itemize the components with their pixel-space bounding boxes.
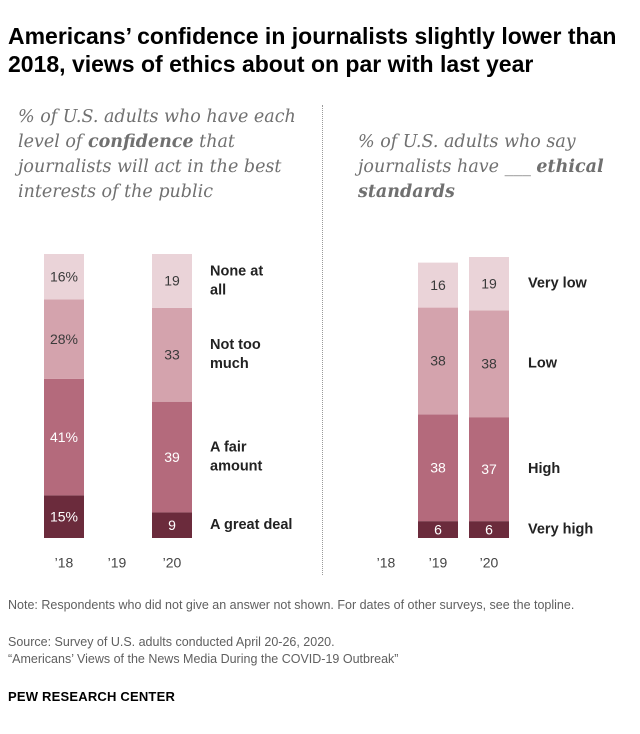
ethics-x-tick-label: ’20 [480, 555, 499, 571]
ethics-x-tick-label: ’19 [429, 555, 448, 571]
confidence-legend-label: None at [210, 263, 263, 279]
ethics-legend-label: Very low [528, 276, 588, 292]
left-subtitle-emphasis: confidence [87, 132, 194, 152]
ethics-bar-19-very-high [418, 521, 458, 538]
report-title: “Americans’ Views of the News Media Duri… [8, 652, 399, 666]
chart-source: Source: Survey of U.S. adults conducted … [8, 635, 335, 649]
confidence-data-label: 33 [164, 347, 180, 363]
confidence-data-label: 39 [164, 449, 180, 465]
confidence-data-label: 9 [168, 517, 176, 533]
confidence-data-label: 41% [50, 429, 78, 445]
ethics-data-label: 16 [430, 277, 446, 293]
confidence-legend-label: A fair [210, 439, 247, 455]
confidence-legend-label: amount [210, 458, 263, 474]
chart-note: Note: Respondents who did not give an an… [8, 598, 575, 612]
ethics-legend-label: Very high [528, 521, 593, 537]
confidence-legend-label: Not too [210, 337, 261, 353]
confidence-bar-18-not-too-much [44, 299, 84, 379]
ethics-x-tick-label: ’18 [377, 555, 396, 571]
ethics-data-label: 38 [430, 459, 446, 475]
ethics-data-label: 19 [481, 275, 497, 291]
chart-title: Americans’ confidence in journalists sli… [8, 23, 617, 77]
right-subtitle-part-1: % of U.S. adults who say journalists hav… [358, 132, 576, 177]
confidence-x-tick-label: ’19 [108, 555, 127, 571]
ethics-bar-20-very-low [469, 257, 509, 311]
charts-canvas: 15% 41% 28% 16% 9 39 33 19 ’18 ’19 ’20 A great deal… [44, 254, 593, 571]
right-subtitle-emphasis: ethical standards [358, 157, 604, 202]
ethics-data-label: 37 [481, 461, 497, 477]
confidence-data-label: 28% [50, 331, 78, 347]
ethics-data-label: 38 [481, 355, 497, 371]
confidence-bar-18-a-great-deal [44, 495, 84, 538]
confidence-bar-20-a-great-deal [152, 512, 192, 538]
confidence-bar-20-not-too-much [152, 307, 192, 402]
ethics-bar-20-low [469, 310, 509, 418]
confidence-x-tick-label: ’18 [55, 555, 74, 571]
panel-divider [322, 105, 323, 575]
ethics-bar-19-very-low [418, 262, 458, 308]
ethics-bar-19-low [418, 307, 458, 415]
confidence-legend-label: much [210, 356, 249, 372]
ethics-bar-20-high [469, 417, 509, 522]
confidence-legend-label: all [210, 282, 226, 298]
ethics-data-label: 6 [434, 521, 442, 537]
ethics-legend-label: High [528, 461, 560, 477]
left-chart-subtitle: % of U.S. adults who have each level of … [18, 105, 303, 205]
confidence-bar-20-none-at-all [152, 254, 192, 308]
left-subtitle-part-1: % of U.S. adults who have each level of [18, 107, 296, 152]
confidence-legend-label: A great deal [210, 517, 292, 533]
pew-logo-text: PEW RESEARCH CENTER [8, 689, 176, 704]
left-subtitle-part-2: that journalists will act in the best in… [18, 132, 282, 202]
ethics-bar-19-high [418, 414, 458, 522]
ethics-data-label: 6 [485, 521, 493, 537]
confidence-data-label: 16% [50, 268, 78, 284]
confidence-x-tick-label: ’20 [163, 555, 182, 571]
confidence-data-label: 15% [50, 508, 78, 524]
ethics-legend-label: Low [528, 356, 558, 372]
confidence-data-label: 19 [164, 273, 180, 289]
confidence-bar-20-a-fair-amount [152, 401, 192, 513]
confidence-bar-18-none-at-all [44, 254, 84, 300]
right-chart-subtitle: % of U.S. adults who say journalists hav… [358, 130, 628, 205]
ethics-data-label: 38 [430, 353, 446, 369]
confidence-bar-18-a-fair-amount [44, 378, 84, 496]
ethics-bar-20-very-high [469, 521, 509, 538]
